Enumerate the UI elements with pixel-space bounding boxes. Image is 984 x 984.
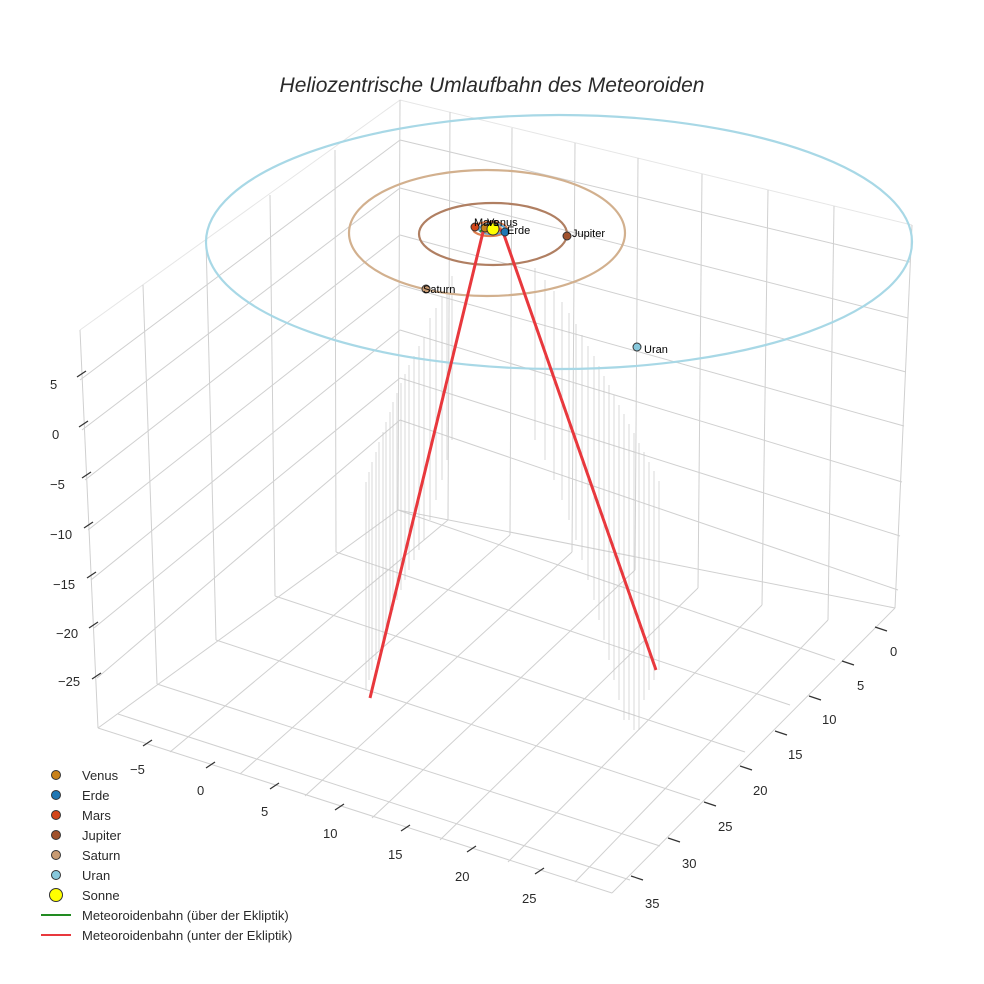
legend-item-jupiter[interactable]: Jupiter — [38, 825, 292, 845]
marker-erde — [500, 227, 510, 237]
z-axis-labels: 5 0 −5 −10 −15 −20 −25 — [50, 377, 80, 689]
legend-label: Jupiter — [82, 827, 122, 843]
mars-marker-icon — [51, 810, 61, 820]
erde-marker-icon — [51, 790, 61, 800]
legend-item-saturn[interactable]: Saturn — [38, 845, 292, 865]
planet-markers[interactable] — [421, 222, 642, 352]
orbit-saturn — [347, 168, 627, 298]
svg-text:Uran: Uran — [644, 344, 668, 356]
legend-item-mars[interactable]: Mars — [38, 805, 292, 825]
legend-label: Mars — [82, 807, 111, 823]
orbits — [204, 113, 914, 371]
jupiter-marker-icon — [51, 830, 61, 840]
legend-label: Uran — [82, 867, 111, 883]
legend: Venus Erde Mars Jupiter Saturn Uran Sonn… — [38, 765, 292, 945]
venus-marker-icon — [51, 770, 61, 780]
marker-mars — [470, 222, 480, 232]
svg-text:−20: −20 — [56, 626, 78, 641]
y-axis-labels: 0 5 10 15 20 25 30 35 — [645, 644, 897, 911]
svg-text:25: 25 — [522, 891, 536, 906]
svg-text:0: 0 — [890, 644, 897, 659]
legend-label: Meteoroidenbahn (über der Ekliptik) — [82, 907, 289, 923]
svg-text:−25: −25 — [58, 674, 80, 689]
svg-text:0: 0 — [197, 783, 204, 798]
uran-marker-icon — [51, 870, 61, 880]
legend-label: Meteoroidenbahn (unter der Ekliptik) — [82, 927, 293, 943]
planet-labels: Mars Venus Erde Jupiter Saturn Uran — [423, 217, 668, 356]
svg-text:15: 15 — [388, 847, 402, 862]
marker-saturn — [421, 284, 431, 294]
orbit-uran — [204, 113, 914, 371]
svg-text:5: 5 — [261, 804, 268, 819]
legend-item-uran[interactable]: Uran — [38, 865, 292, 885]
svg-text:5: 5 — [50, 377, 57, 392]
svg-text:30: 30 — [682, 856, 696, 871]
marker-uran — [632, 342, 642, 352]
svg-text:20: 20 — [753, 783, 767, 798]
grid-lines — [79, 99, 913, 894]
svg-text:Mars: Mars — [474, 217, 499, 229]
svg-text:15: 15 — [788, 747, 802, 762]
svg-text:Saturn: Saturn — [423, 284, 455, 296]
legend-label: Venus — [82, 767, 119, 783]
svg-text:10: 10 — [822, 712, 836, 727]
sonne-marker-icon — [49, 888, 63, 902]
axis-ticks — [76, 370, 888, 881]
marker-jupiter — [562, 231, 572, 241]
svg-text:0: 0 — [52, 427, 59, 442]
green-line-icon — [41, 914, 71, 916]
legend-label: Sonne — [82, 887, 120, 903]
legend-item-path-below[interactable]: Meteoroidenbahn (unter der Ekliptik) — [38, 925, 292, 945]
svg-text:−15: −15 — [53, 577, 75, 592]
legend-item-path-above[interactable]: Meteoroidenbahn (über der Ekliptik) — [38, 905, 292, 925]
chart-title: Heliozentrische Umlaufbahn des Meteoroid… — [279, 74, 705, 97]
saturn-marker-icon — [51, 850, 61, 860]
svg-text:25: 25 — [718, 819, 732, 834]
x-axis-labels: −5 0 5 10 15 20 25 — [130, 762, 536, 906]
svg-text:35: 35 — [645, 896, 659, 911]
legend-label: Saturn — [82, 847, 121, 863]
svg-text:20: 20 — [455, 869, 469, 884]
red-line-icon — [41, 934, 71, 936]
drop-lines — [365, 268, 660, 730]
svg-text:Venus: Venus — [487, 217, 518, 229]
legend-item-erde[interactable]: Erde — [38, 785, 292, 805]
legend-label: Erde — [82, 787, 110, 803]
svg-text:Jupiter: Jupiter — [572, 228, 605, 240]
svg-text:5: 5 — [857, 678, 864, 693]
svg-text:−10: −10 — [50, 527, 72, 542]
path-below-ecliptic — [368, 225, 658, 699]
svg-text:Erde: Erde — [507, 225, 530, 237]
svg-text:−5: −5 — [50, 477, 65, 492]
svg-text:−5: −5 — [130, 762, 145, 777]
svg-text:10: 10 — [323, 826, 337, 841]
legend-item-venus[interactable]: Venus — [38, 765, 292, 785]
legend-item-sonne[interactable]: Sonne — [38, 885, 292, 905]
marker-sonne — [486, 222, 500, 236]
